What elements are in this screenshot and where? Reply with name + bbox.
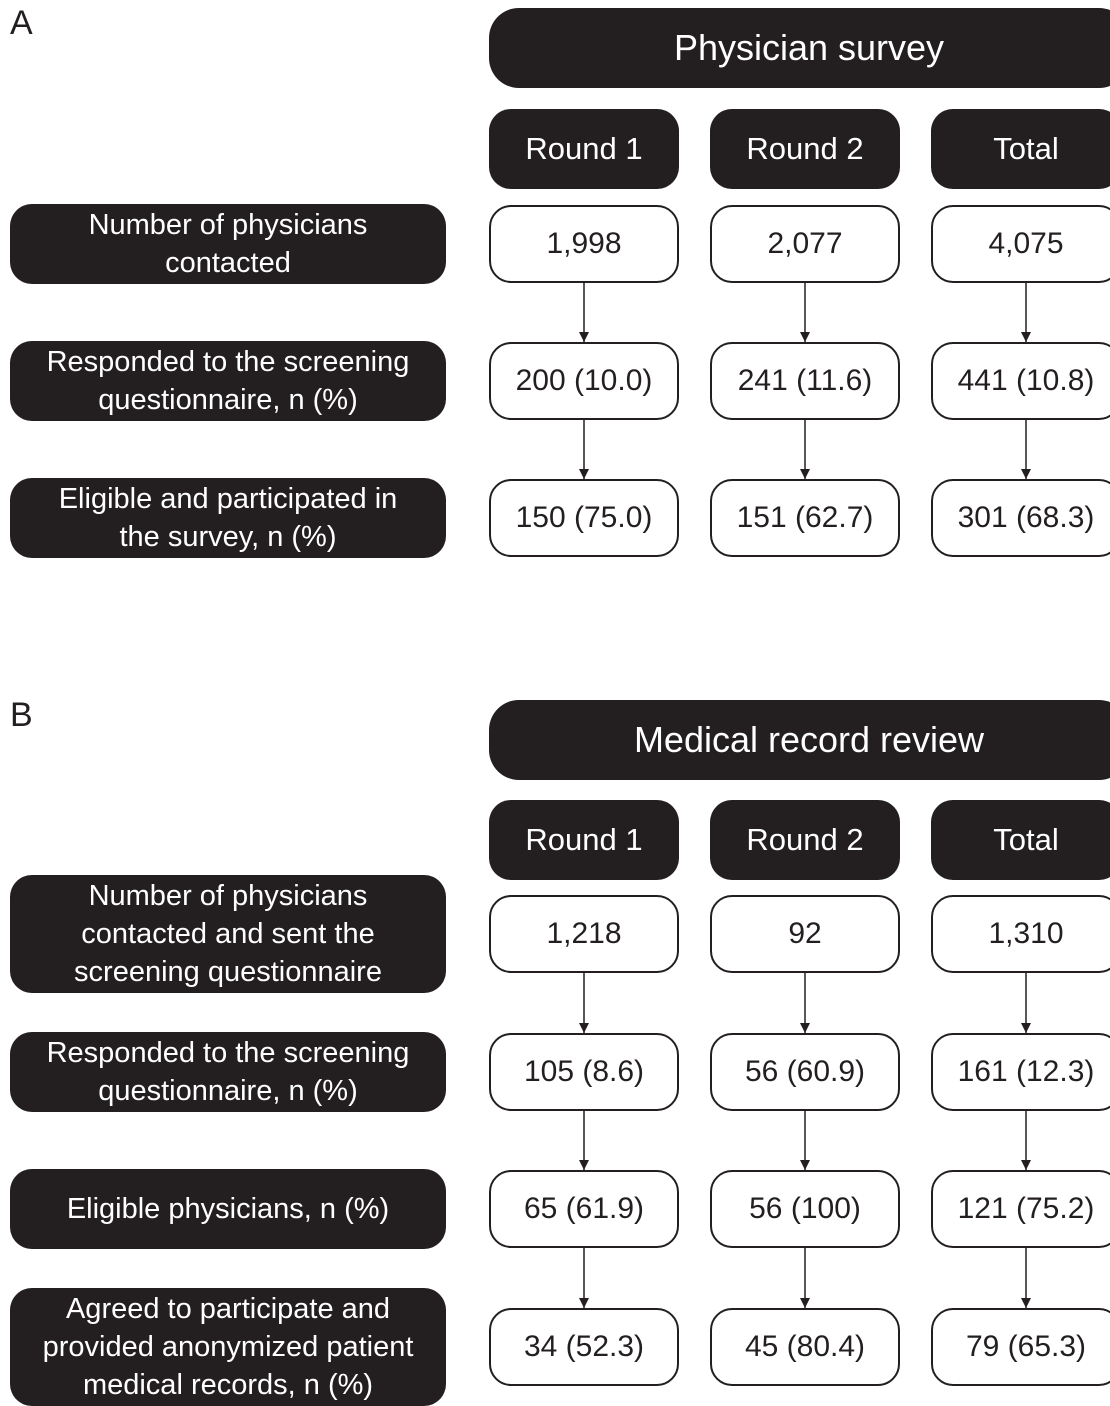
panel_a-cell-r0-c1: 2,077 [710, 205, 900, 283]
panel_a-cell-r0-c2: 4,075 [931, 205, 1110, 283]
panel_b-cell-r1-c2: 161 (12.3) [931, 1033, 1110, 1111]
column-header-text: Round 2 [746, 131, 864, 166]
panel_b-row-label-0: Number of physicians contacted and sent t… [10, 875, 446, 993]
panel_b-cell-r2-c1: 56 (100) [710, 1170, 900, 1248]
panel_a-column-header-0: Round 1 [489, 109, 679, 189]
panel_a-cell-r2-c1: 151 (62.7) [710, 479, 900, 557]
cell-value: 45 (80.4) [744, 1330, 866, 1363]
row-label-line: Number of physicians [88, 209, 368, 241]
column-header-text: Round 1 [525, 822, 643, 857]
panel_b-cell-r3-c2: 79 (65.3) [931, 1308, 1110, 1386]
row-label-text: Responded to the screening questionnaire,… [47, 343, 410, 419]
row-label-line: Responded to the screening [46, 346, 410, 378]
row-label-line: Number of physicians [88, 880, 368, 912]
cell-value: 1,998 [546, 227, 622, 260]
cell-value: 105 (8.6) [523, 1055, 645, 1088]
panel_a-column-header-1: Round 2 [710, 109, 900, 189]
panel_a-row-label-0: Number of physicians contacted [10, 204, 446, 284]
cell-value: 121 (75.2) [957, 1192, 1095, 1225]
panel_a-cell-r2-c0: 150 (75.0) [489, 479, 679, 557]
cell-value: 151 (62.7) [736, 501, 874, 534]
panel_b-cell-r1-c0: 105 (8.6) [489, 1033, 679, 1111]
panel_b-cell-r0-c0: 1,218 [489, 895, 679, 973]
cell-value: 1,218 [546, 917, 622, 950]
cell-value: 161 (12.3) [957, 1055, 1095, 1088]
column-header-text: Round 2 [746, 822, 864, 857]
row-label-line: Responded to the screening [46, 1037, 410, 1069]
panel_b-row-label-3: Agreed to participate and provided anonym… [10, 1288, 446, 1406]
row-label-text: Eligible physicians, n (%) [67, 1190, 389, 1228]
panel_b-cell-r0-c1: 92 [710, 895, 900, 973]
row-label-line: contacted [165, 247, 291, 279]
cell-value: 56 (100) [749, 1192, 861, 1225]
panel_b-title: Medical record review [489, 700, 1110, 780]
cell-value: 56 (60.9) [744, 1055, 866, 1088]
panel_a-cell-r1-c1: 241 (11.6) [710, 342, 900, 420]
panel_b-cell-r3-c0: 34 (52.3) [489, 1308, 679, 1386]
cell-value: 92 [788, 917, 822, 950]
cell-value: 79 (65.3) [965, 1330, 1087, 1363]
panel_a-cell-r2-c2: 301 (68.3) [931, 479, 1110, 557]
panel-title-text: Physician survey [673, 27, 945, 68]
row-label-text: Eligible and participated in the survey, … [59, 480, 398, 556]
row-label-line: provided anonymized patient [42, 1331, 414, 1363]
panel_a-cell-r1-c0: 200 (10.0) [489, 342, 679, 420]
cell-value: 2,077 [767, 227, 843, 260]
cell-value: 200 (10.0) [515, 364, 653, 397]
panel-letter-text: B [10, 696, 33, 734]
row-label-text: Number of physicians contacted and sent t… [74, 877, 382, 991]
panel_b-column-header-0: Round 1 [489, 800, 679, 880]
column-header-text: Round 1 [525, 131, 643, 166]
panel_b-cell-r3-c1: 45 (80.4) [710, 1308, 900, 1386]
panel_a-cell-r0-c0: 1,998 [489, 205, 679, 283]
panel_b-column-header-1: Round 2 [710, 800, 900, 880]
panel_a-cell-r1-c2: 441 (10.8) [931, 342, 1110, 420]
cell-value: 441 (10.8) [957, 364, 1095, 397]
row-label-line: medical records, n (%) [82, 1369, 374, 1401]
cell-value: 301 (68.3) [957, 501, 1095, 534]
panel_a-column-header-2: Total [931, 109, 1110, 189]
cell-value: 4,075 [988, 227, 1064, 260]
row-label-line: the survey, n (%) [119, 521, 337, 553]
row-label-line: Eligible physicians, n (%) [66, 1193, 390, 1225]
cell-value: 1,310 [988, 917, 1064, 950]
panel_a-letter: A [10, 4, 33, 43]
panel_b-letter: B [10, 696, 33, 735]
panel_b-cell-r0-c2: 1,310 [931, 895, 1110, 973]
panel_b-cell-r2-c0: 65 (61.9) [489, 1170, 679, 1248]
row-label-text: Responded to the screening questionnaire,… [47, 1034, 410, 1110]
row-label-line: contacted and sent the [81, 918, 375, 950]
row-label-line: screening questionnaire [74, 956, 382, 988]
row-label-text: Number of physicians contacted [89, 206, 368, 282]
panel_b-cell-r2-c2: 121 (75.2) [931, 1170, 1110, 1248]
row-label-line: questionnaire, n (%) [98, 384, 358, 416]
panel_b-cell-r1-c1: 56 (60.9) [710, 1033, 900, 1111]
panel_b-row-label-2: Eligible physicians, n (%) [10, 1169, 446, 1249]
row-label-line: Agreed to participate and [65, 1293, 391, 1325]
cell-value: 241 (11.6) [737, 364, 873, 397]
panel-title-text: Medical record review [633, 719, 985, 760]
row-label-line: Eligible and participated in [58, 483, 398, 515]
cell-value: 65 (61.9) [523, 1192, 645, 1225]
column-header-text: Total [993, 131, 1059, 166]
column-header-text: Total [993, 822, 1059, 857]
panel_b-row-label-1: Responded to the screening questionnaire,… [10, 1032, 446, 1112]
panel_b-column-header-2: Total [931, 800, 1110, 880]
panel-letter-text: A [10, 4, 33, 42]
row-label-text: Agreed to participate and provided anonym… [43, 1290, 414, 1404]
row-label-line: questionnaire, n (%) [98, 1075, 358, 1107]
panel_a-title: Physician survey [489, 8, 1110, 88]
panel_a-row-label-2: Eligible and participated in the survey, … [10, 478, 446, 558]
cell-value: 34 (52.3) [523, 1330, 645, 1363]
cell-value: 150 (75.0) [515, 501, 653, 534]
panel_a-row-label-1: Responded to the screening questionnaire,… [10, 341, 446, 421]
